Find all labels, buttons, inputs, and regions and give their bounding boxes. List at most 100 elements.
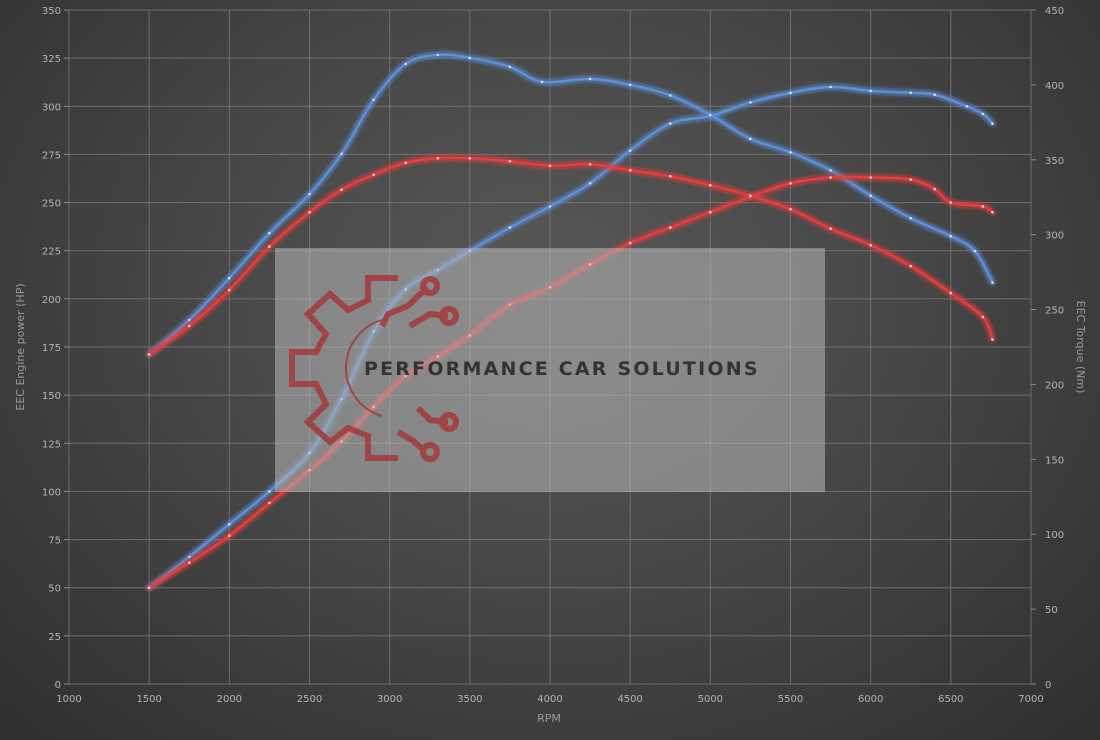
series-point [188, 561, 191, 564]
series-point [789, 91, 792, 95]
series-point [228, 276, 231, 280]
series-point [468, 157, 472, 160]
series-point [548, 205, 552, 208]
left-tick-label: 0 [55, 680, 61, 691]
series-point [981, 315, 985, 319]
x-axis-title: RPM [537, 712, 561, 725]
left-tick-label: 150 [42, 391, 61, 402]
x-tick-label: 1000 [56, 694, 81, 705]
series-point [628, 149, 632, 152]
series-point [508, 65, 512, 69]
series-point [404, 161, 408, 165]
series-point [436, 157, 440, 160]
series-point [981, 112, 985, 116]
left-tick-label: 300 [42, 102, 61, 113]
series-point [829, 176, 832, 179]
series-point [228, 522, 231, 526]
series-point [188, 318, 191, 322]
series-point [548, 164, 552, 168]
series-point [909, 264, 913, 268]
left-tick-label: 125 [42, 439, 61, 450]
x-tick-label: 6000 [858, 694, 883, 705]
x-tick-label: 5000 [698, 694, 723, 705]
series-point [669, 122, 672, 125]
left-tick-label: 200 [42, 295, 61, 306]
right-axis-ticks: 0 50 100 150 200 250 300 350 400 450 [1045, 6, 1064, 691]
right-axis-title: EEC Torque (Nm) [1074, 301, 1087, 394]
x-tick-label: 3500 [457, 694, 482, 705]
series-point [965, 105, 969, 108]
series-point [268, 490, 271, 493]
series-point [228, 534, 231, 537]
x-tick-label: 2000 [217, 694, 242, 705]
series-point [991, 122, 994, 125]
series-point [147, 586, 151, 589]
series-point [909, 91, 913, 95]
left-tick-label: 175 [42, 343, 61, 354]
series-point [436, 53, 440, 57]
series-point [372, 98, 375, 102]
left-tick-label: 350 [42, 6, 61, 17]
series-point [340, 152, 343, 156]
series-point [404, 62, 408, 66]
right-tick-label: 0 [1045, 680, 1051, 691]
series-point [308, 210, 311, 214]
series-point [709, 210, 712, 214]
left-tick-label: 225 [42, 247, 61, 258]
left-tick-label: 50 [48, 584, 61, 595]
series-point [468, 56, 472, 60]
x-tick-label: 2500 [297, 694, 322, 705]
left-tick-label: 25 [48, 632, 61, 643]
right-tick-label: 50 [1045, 605, 1058, 616]
series-point [749, 137, 752, 141]
series-point [789, 182, 792, 185]
series-point [869, 176, 872, 179]
series-point [588, 163, 592, 166]
series-point [669, 226, 672, 229]
series-point [869, 243, 872, 247]
series-point [829, 227, 832, 230]
series-point [188, 324, 191, 328]
series-point [709, 113, 712, 117]
series-point [829, 169, 832, 172]
watermark-brand-text: PERFORMANCE CAR SOLUTIONS [364, 358, 760, 380]
series-point [949, 291, 953, 295]
series-point [909, 216, 913, 220]
series-point [933, 187, 937, 191]
series-point [268, 245, 271, 248]
series-point [981, 205, 985, 208]
series-point [709, 183, 712, 187]
series-point [508, 226, 512, 229]
series-point [869, 194, 872, 197]
series-point [268, 501, 271, 505]
series-point [669, 94, 672, 97]
series-point [991, 210, 994, 214]
right-tick-label: 250 [1045, 306, 1064, 317]
x-axis-ticks: 1000 1500 2000 2500 3000 3500 4000 4500 5000 5500… [56, 694, 1043, 705]
right-tick-label: 150 [1045, 455, 1064, 466]
right-tick-label: 350 [1045, 156, 1064, 167]
left-tick-label: 75 [48, 536, 61, 547]
left-axis-title: EEC Engine power (HP) [14, 283, 27, 410]
series-point [628, 169, 632, 172]
x-tick-label: 4500 [617, 694, 642, 705]
series-point [749, 101, 752, 104]
series-point [540, 80, 544, 84]
left-axis-ticks: 0 25 50 75 100 125 150 175 200 225 250 275 300 325 350 [42, 6, 61, 691]
left-tick-label: 325 [42, 54, 61, 65]
series-point [949, 234, 953, 238]
series-4 [145, 153, 997, 359]
gear-circuit-logo-icon [289, 275, 459, 462]
series-point [909, 178, 913, 181]
series-point [372, 173, 375, 177]
right-tick-label: 200 [1045, 380, 1064, 391]
series-point [933, 93, 937, 96]
series-point [188, 555, 191, 559]
series-line [147, 53, 994, 356]
series-point [308, 192, 311, 196]
series-point [991, 338, 994, 341]
series-point [991, 281, 994, 284]
series-point [869, 89, 872, 93]
x-tick-label: 6500 [938, 694, 963, 705]
